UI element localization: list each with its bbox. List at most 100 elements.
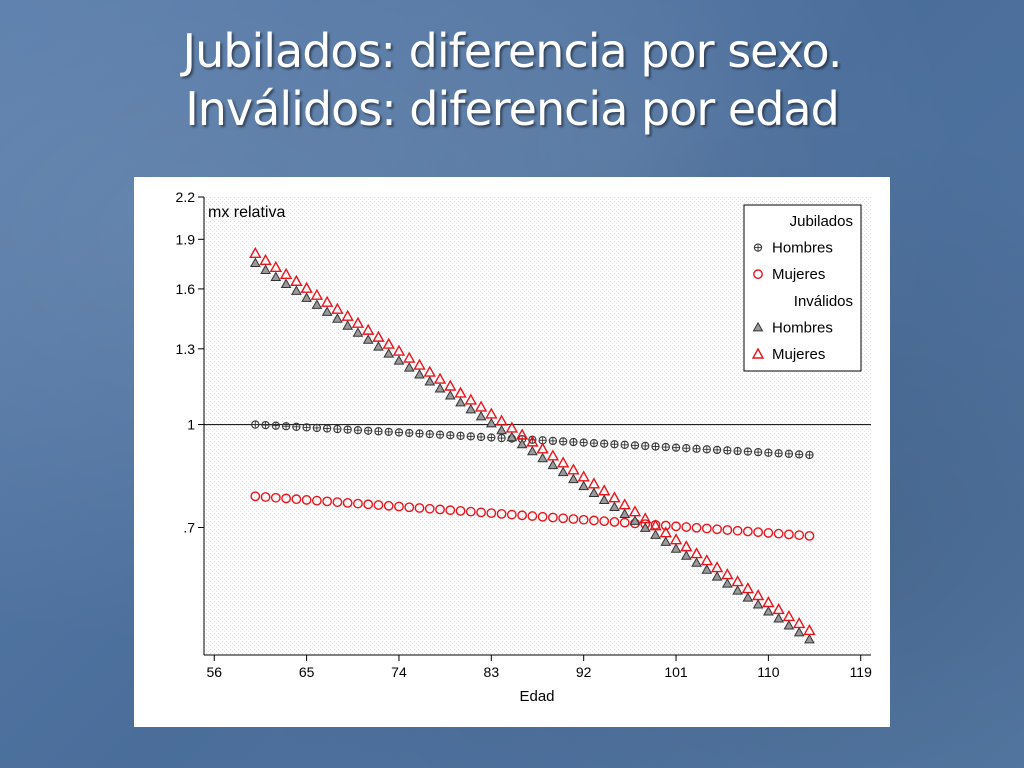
data-point (352, 327, 364, 337)
data-point (743, 447, 753, 456)
data-point (559, 437, 568, 446)
data-point (773, 612, 785, 623)
data-point (465, 506, 476, 517)
data-point (320, 295, 334, 307)
data-point (803, 623, 816, 636)
data-point (804, 530, 815, 541)
data-point (516, 438, 528, 449)
data-point (691, 522, 702, 533)
data-point (310, 288, 324, 300)
data-point (384, 427, 393, 437)
data-point (650, 529, 661, 539)
x-tick-label: 65 (299, 664, 315, 680)
data-point (660, 536, 672, 546)
legend-marker (753, 243, 763, 252)
data-point (279, 267, 293, 279)
data-point (681, 522, 692, 532)
legend-marker (753, 269, 763, 280)
data-point (496, 424, 507, 435)
data-point (341, 309, 354, 321)
data-point (732, 525, 743, 536)
data-point (393, 355, 405, 365)
data-point (476, 507, 486, 518)
data-point (773, 528, 784, 539)
data-point (506, 509, 517, 520)
data-point (321, 306, 333, 316)
data-point (783, 619, 795, 630)
data-point (455, 396, 466, 407)
data-point (805, 450, 814, 460)
data-point (270, 492, 281, 503)
series-jubilados-hombres (251, 420, 814, 460)
slide-title: Jubilados: diferencia por sexo. Inválido… (0, 22, 1024, 138)
slide-title-line-1: Jubilados: diferencia por sexo. (182, 24, 843, 78)
data-point (792, 616, 806, 629)
data-point (353, 498, 363, 509)
data-point (281, 422, 291, 431)
data-point (751, 589, 765, 601)
data-point (383, 500, 394, 511)
data-point (742, 592, 754, 602)
data-point (251, 420, 260, 429)
data-point (547, 459, 559, 470)
data-point (362, 334, 374, 344)
y-tick-label: 1.3 (176, 341, 196, 357)
data-point (260, 492, 271, 502)
data-point (259, 253, 272, 265)
data-point (413, 358, 426, 370)
data-point (784, 449, 794, 458)
data-point (772, 603, 785, 615)
data-point (764, 448, 773, 457)
data-point (784, 529, 794, 540)
data-point (343, 425, 352, 434)
data-point (434, 382, 446, 393)
data-point (486, 508, 497, 519)
data-point (444, 379, 457, 391)
data-point (353, 426, 363, 435)
data-point (567, 463, 580, 475)
data-point (249, 257, 261, 268)
data-point (270, 271, 282, 281)
data-point (435, 430, 445, 439)
data-point (620, 440, 629, 449)
data-point (753, 527, 764, 538)
data-point (455, 506, 466, 516)
data-point (661, 442, 670, 452)
legend-group-title: Inválidos (794, 293, 853, 310)
data-point (269, 260, 283, 272)
legend-group-title: Jubilados (790, 213, 853, 230)
data-point (639, 512, 652, 524)
data-point (721, 578, 733, 588)
data-point (322, 496, 333, 507)
data-point (475, 410, 487, 421)
data-point (609, 501, 620, 511)
series-invlidos-hombres (249, 257, 815, 644)
data-point (476, 432, 486, 442)
data-point (680, 550, 692, 560)
legend-entry-label: Mujeres (772, 266, 825, 283)
data-point (444, 389, 456, 400)
data-point (332, 313, 343, 323)
data-point (333, 424, 342, 434)
data-point (403, 362, 415, 372)
data-point (723, 446, 732, 455)
y-axis-label: mx relativa (208, 204, 285, 221)
data-point (372, 330, 385, 342)
data-point (261, 420, 270, 430)
data-point (301, 292, 312, 302)
data-point (690, 547, 703, 559)
x-tick-label: 83 (484, 664, 500, 680)
data-point (311, 299, 323, 309)
series-invlidos-mujeres (249, 246, 816, 636)
data-point (610, 440, 619, 449)
data-point (394, 428, 404, 437)
data-point (414, 369, 425, 379)
data-point (741, 582, 755, 594)
data-point (618, 498, 631, 510)
data-point (651, 442, 660, 451)
legend-entry-label: Hombres (772, 240, 833, 257)
data-point (733, 446, 742, 456)
data-point (487, 433, 496, 442)
data-point (692, 444, 701, 453)
data-point (537, 452, 548, 463)
